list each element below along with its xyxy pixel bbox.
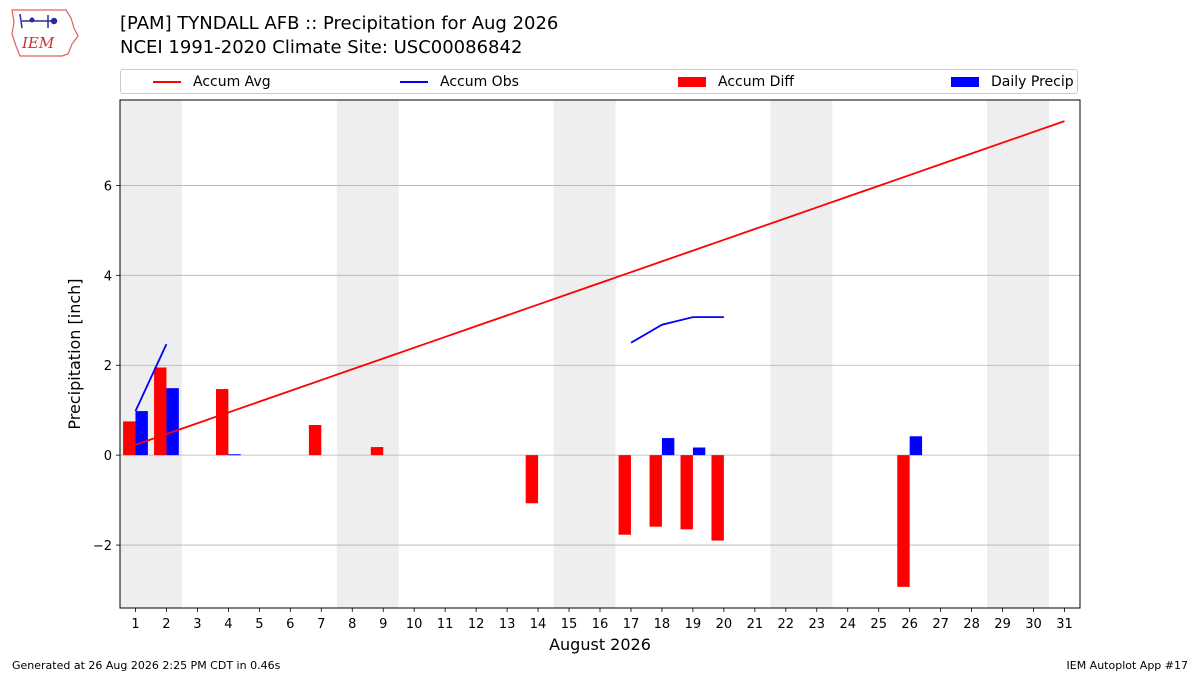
shade-band-3 <box>770 100 833 608</box>
x-tick-label: 9 <box>379 617 387 632</box>
x-tick-label: 1 <box>131 617 139 632</box>
x-tick-label: 22 <box>778 617 795 632</box>
x-tick-label: 12 <box>468 617 485 632</box>
series-lines <box>134 120 1065 446</box>
x-tick-label: 6 <box>286 617 294 632</box>
legend-item-accum-obs: Accum Obs <box>400 70 519 93</box>
x-tick-label: 13 <box>499 617 516 632</box>
accum-obs-line <box>630 316 724 344</box>
x-tick-label: 25 <box>870 617 887 632</box>
y-tick-label: 2 <box>104 359 112 374</box>
x-tick-label: 19 <box>685 617 702 632</box>
x-tick-label: 3 <box>193 617 201 632</box>
logo-text: IEM <box>21 34 55 52</box>
x-tick-label: 18 <box>654 617 671 632</box>
x-tick-label: 11 <box>437 617 454 632</box>
x-axis-label: August 2026 <box>549 635 651 654</box>
plot-frame <box>119 99 1081 609</box>
x-tick-label: 10 <box>406 617 423 632</box>
x-tick-label: 27 <box>932 617 949 632</box>
x-tick-label: 17 <box>623 617 640 632</box>
x-tick-label: 16 <box>592 617 609 632</box>
accum-avg-line <box>135 120 1065 446</box>
legend-swatch-accum-avg <box>153 80 181 83</box>
x-tick-label: 15 <box>561 617 578 632</box>
legend-item-accum-avg: Accum Avg <box>153 70 271 93</box>
accum-diff-bar <box>308 425 322 456</box>
accum-obs-line <box>134 343 168 412</box>
x-tick-label: 14 <box>530 617 547 632</box>
daily-precip-bar <box>166 388 179 456</box>
accum-diff-bar <box>618 455 631 535</box>
iowa-outline-icon <box>11 9 79 57</box>
x-tick-label: 31 <box>1056 617 1073 632</box>
y-tick-label: 0 <box>104 449 112 464</box>
x-tick-label: 7 <box>317 617 325 632</box>
legend-swatch-accum-diff <box>678 76 706 87</box>
legend-item-accum-diff: Accum Diff <box>678 70 794 93</box>
x-tick-label: 26 <box>901 617 918 632</box>
shade-band-2 <box>553 100 616 608</box>
iem-logo: IEM <box>11 9 79 57</box>
accum-diff-bar <box>649 455 662 527</box>
accum-diff-bar <box>370 447 384 456</box>
accum-diff-bar <box>711 455 724 541</box>
accum-diff-bar <box>123 421 136 456</box>
x-tick-label: 8 <box>348 617 356 632</box>
legend: Accum Avg Accum Obs Accum Diff Daily Pre… <box>120 69 1078 94</box>
daily-precip-bar <box>692 447 706 456</box>
x-tick-label: 4 <box>224 617 232 632</box>
shade-band-0 <box>120 100 182 608</box>
legend-label-accum-avg: Accum Avg <box>193 73 271 90</box>
accum-diff-bar <box>897 455 910 587</box>
x-tick-label: 21 <box>747 617 764 632</box>
shade-band-4 <box>987 100 1050 608</box>
weather-station-icon <box>19 13 58 29</box>
x-tick-label: 24 <box>839 617 856 632</box>
x-tick-label: 30 <box>1025 617 1042 632</box>
bars <box>123 367 923 587</box>
x-tick-label: 28 <box>963 617 980 632</box>
gridlines <box>120 185 1080 546</box>
legend-swatch-accum-obs <box>400 80 428 83</box>
y-axis-label: Precipitation [inch] <box>65 278 84 429</box>
daily-precip-bar <box>135 411 148 456</box>
shade-band-1 <box>336 100 399 608</box>
legend-swatch-daily-precip <box>951 76 979 87</box>
legend-label-accum-diff: Accum Diff <box>718 73 795 90</box>
accum-diff-bar <box>525 455 539 504</box>
legend-label-accum-obs: Accum Obs <box>440 73 519 90</box>
footer-generated-text: Generated at 26 Aug 2026 2:25 PM CDT in … <box>12 659 281 672</box>
daily-precip-bar <box>228 454 241 456</box>
legend-label-daily-precip: Daily Precip <box>991 73 1074 90</box>
accum-diff-bar <box>216 389 229 456</box>
x-tick-label: 20 <box>716 617 733 632</box>
chart-title: [PAM] TYNDALL AFB :: Precipitation for A… <box>120 13 559 34</box>
weekend-shading <box>120 100 1050 608</box>
accum-diff-bar <box>154 367 167 456</box>
x-tick-label: 2 <box>162 617 170 632</box>
daily-precip-bar <box>661 438 675 456</box>
y-tick-label: 4 <box>104 269 112 284</box>
legend-item-daily-precip: Daily Precip <box>951 70 1074 93</box>
accum-diff-bar <box>680 455 693 530</box>
chart-subtitle: NCEI 1991-2020 Climate Site: USC00086842 <box>120 37 523 58</box>
x-tick-label: 5 <box>255 617 263 632</box>
x-tick-label: 29 <box>994 617 1011 632</box>
footer-app-text: IEM Autoplot App #17 <box>1066 659 1189 672</box>
y-tick-label: 6 <box>104 179 112 194</box>
daily-precip-bar <box>909 436 923 456</box>
y-tick-label: −2 <box>93 539 112 554</box>
x-tick-label: 23 <box>809 617 826 632</box>
